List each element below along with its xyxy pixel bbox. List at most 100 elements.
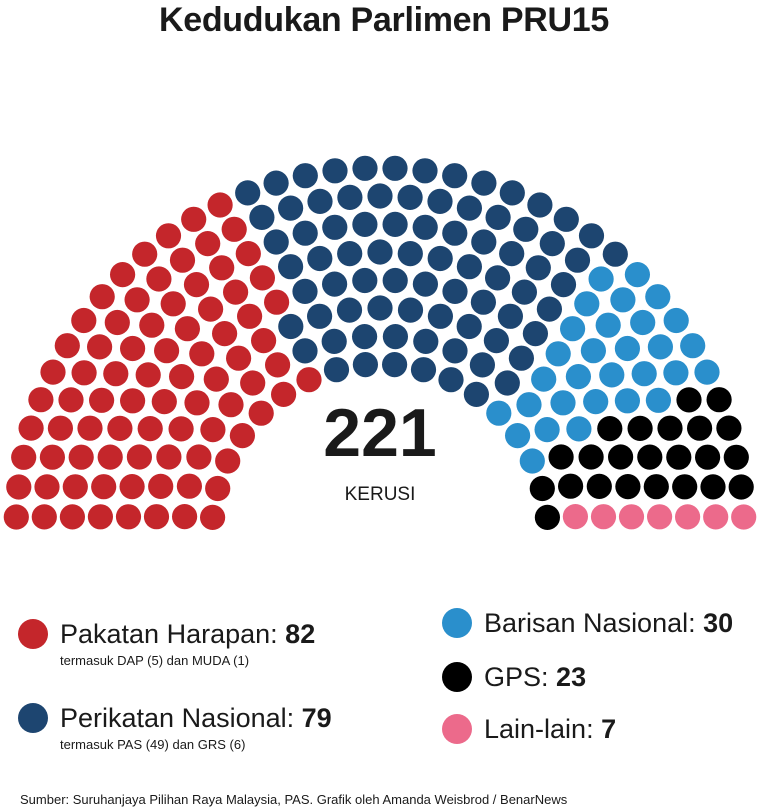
seat-pakatan-harapan [184, 390, 210, 416]
seat-pakatan-harapan [271, 381, 297, 407]
seat-perikatan-nasional [382, 352, 408, 378]
seat-perikatan-nasional [382, 324, 408, 350]
legend-marker-lain-lain [442, 714, 472, 744]
seat-perikatan-nasional [322, 214, 348, 240]
seat-gps [586, 473, 612, 499]
seat-barisan-nasional [516, 392, 542, 418]
seat-pakatan-harapan [68, 444, 94, 470]
seat-perikatan-nasional [442, 338, 468, 364]
seat-perikatan-nasional [536, 296, 563, 322]
seat-perikatan-nasional [263, 229, 289, 255]
seat-perikatan-nasional [470, 289, 496, 315]
seat-gps [657, 415, 683, 441]
seat-perikatan-nasional [292, 163, 318, 189]
seat-perikatan-nasional [292, 220, 318, 246]
seat-perikatan-nasional [235, 180, 261, 206]
seat-pakatan-harapan [135, 362, 161, 388]
seat-barisan-nasional [504, 423, 531, 449]
legend-marker-perikatan-nasional [18, 703, 48, 733]
seat-pakatan-harapan [62, 474, 88, 500]
seat-barisan-nasional [595, 312, 621, 338]
seat-perikatan-nasional [471, 170, 497, 196]
seat-pakatan-harapan [174, 316, 200, 342]
seat-perikatan-nasional [410, 357, 437, 383]
seat-gps [716, 415, 742, 441]
seat-perikatan-nasional [527, 192, 553, 218]
seat-barisan-nasional [647, 334, 674, 360]
seat-pakatan-harapan [186, 444, 212, 470]
seat-pakatan-harapan [18, 415, 44, 441]
seat-pakatan-harapan [249, 265, 275, 291]
seat-barisan-nasional [631, 361, 657, 387]
total-seats-label: KERUSI [345, 484, 416, 505]
seat-pakatan-harapan [209, 255, 235, 281]
seat-perikatan-nasional [427, 245, 453, 272]
legend-marker-pakatan-harapan [18, 619, 48, 649]
seat-perikatan-nasional [397, 241, 423, 267]
seat-gps [643, 474, 669, 500]
seat-pakatan-harapan [229, 423, 255, 449]
seat-barisan-nasional [614, 335, 641, 362]
seat-lain-lain [647, 504, 673, 530]
seat-pakatan-harapan [176, 473, 202, 499]
seat-pakatan-harapan [189, 341, 215, 367]
seat-perikatan-nasional [337, 184, 363, 210]
seat-pakatan-harapan [221, 216, 247, 242]
legend-marker-gps [442, 662, 472, 692]
total-seats-number: 221 [323, 395, 436, 471]
seat-pakatan-harapan [120, 388, 146, 414]
seat-pakatan-harapan [218, 392, 244, 418]
seat-perikatan-nasional [442, 220, 468, 246]
seat-perikatan-nasional [513, 216, 539, 242]
seat-perikatan-nasional [337, 241, 363, 267]
seat-pakatan-harapan [169, 364, 195, 390]
seat-perikatan-nasional [278, 254, 304, 280]
seat-perikatan-nasional [292, 338, 318, 364]
seat-perikatan-nasional [263, 170, 289, 196]
seat-perikatan-nasional [336, 297, 363, 323]
seat-barisan-nasional [630, 309, 656, 336]
seat-perikatan-nasional [367, 239, 393, 265]
seat-pakatan-harapan [296, 367, 322, 393]
seat-perikatan-nasional [322, 158, 348, 184]
seat-pakatan-harapan [212, 321, 238, 347]
seat-gps [700, 474, 726, 500]
seat-pakatan-harapan [31, 504, 57, 530]
seat-pakatan-harapan [137, 416, 163, 442]
seat-perikatan-nasional [485, 204, 511, 230]
seat-pakatan-harapan [195, 231, 221, 257]
seat-pakatan-harapan [3, 504, 29, 530]
seat-perikatan-nasional [412, 158, 438, 184]
seat-gps [695, 444, 721, 470]
seat-perikatan-nasional [352, 155, 378, 181]
seat-gps [637, 444, 663, 470]
seat-perikatan-nasional [442, 163, 468, 189]
seat-pakatan-harapan [28, 387, 54, 413]
seat-gps [723, 444, 749, 470]
seat-pakatan-harapan [87, 504, 113, 530]
seat-gps [672, 474, 698, 500]
seat-perikatan-nasional [427, 303, 453, 329]
seat-pakatan-harapan [87, 334, 113, 360]
seat-barisan-nasional [534, 417, 560, 443]
seat-pakatan-harapan [107, 415, 133, 441]
seat-barisan-nasional [588, 266, 614, 292]
seat-gps [608, 444, 634, 470]
seat-perikatan-nasional [456, 313, 482, 340]
seat-gps [627, 415, 653, 441]
seat-perikatan-nasional [525, 255, 551, 281]
legend-marker-barisan-nasional [442, 608, 472, 638]
seat-pakatan-harapan [155, 223, 182, 249]
seat-perikatan-nasional [499, 180, 525, 206]
seat-barisan-nasional [486, 400, 512, 426]
seat-pakatan-harapan [148, 473, 174, 499]
legend-value-pakatan-harapan: 82 [285, 619, 316, 649]
seat-perikatan-nasional [564, 247, 591, 273]
seat-pakatan-harapan [103, 361, 129, 387]
seat-barisan-nasional [680, 333, 706, 359]
seat-gps [597, 416, 623, 442]
seat-gps [666, 444, 692, 470]
seat-gps [558, 473, 584, 499]
legend-label-perikatan-nasional: Perikatan Nasional [60, 703, 287, 733]
seat-pakatan-harapan [54, 333, 80, 359]
